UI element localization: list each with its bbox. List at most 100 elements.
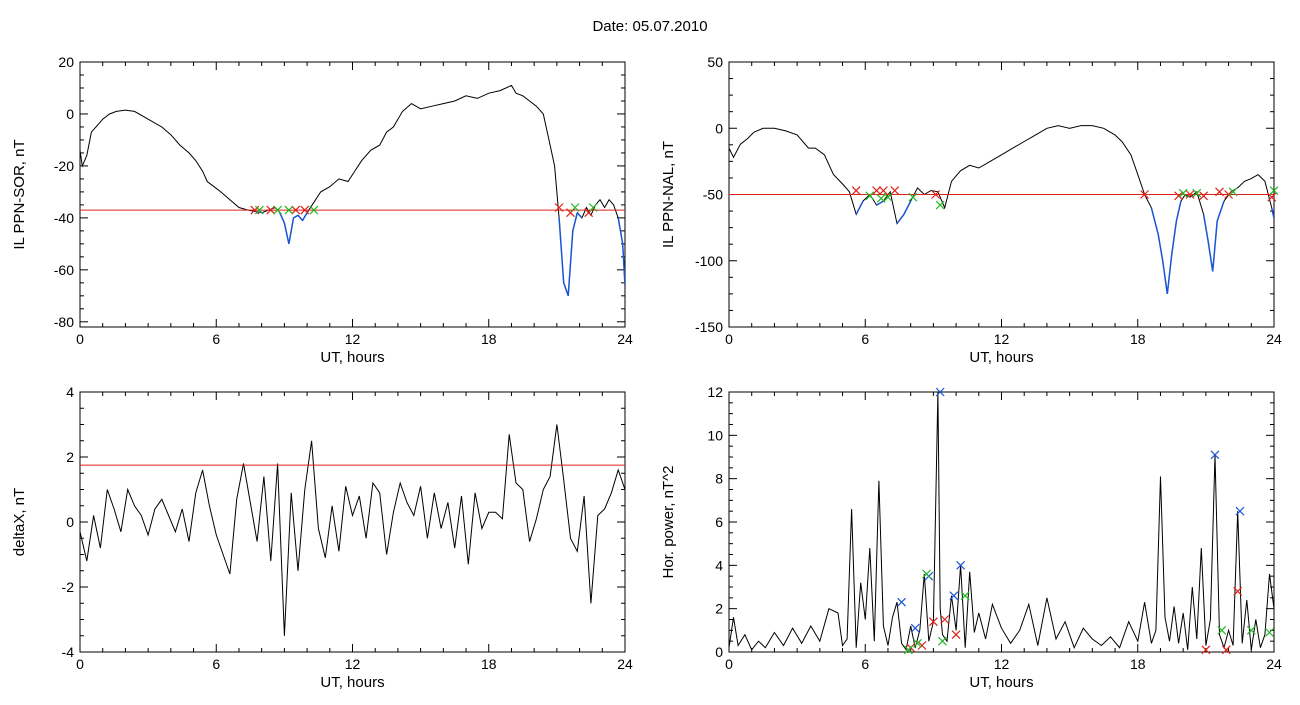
- x-tick-label: 24: [1266, 656, 1282, 672]
- x-tick-label: 6: [861, 656, 869, 672]
- x-axis-label: UT, hours: [969, 674, 1033, 691]
- x-tick-label: 24: [617, 331, 633, 347]
- y-tick-label: 0: [715, 644, 723, 660]
- marker-green: [908, 192, 918, 202]
- marker-red: [1174, 191, 1184, 201]
- marker-green: [865, 191, 875, 201]
- x-axis-label: UT, hours: [969, 349, 1033, 366]
- marker-green: [284, 205, 294, 215]
- marker-blue: [1235, 506, 1245, 516]
- marker-red: [878, 186, 888, 195]
- x-tick-label: 0: [725, 656, 733, 672]
- plot-frame: [79, 391, 626, 653]
- marker-blue: [910, 623, 920, 633]
- x-tick-label: 6: [212, 656, 220, 672]
- marker-blue: [897, 597, 907, 607]
- y-tick-label: 0: [715, 120, 723, 136]
- marker-green: [938, 636, 947, 646]
- x-tick-label: 6: [212, 331, 220, 347]
- marker-red: [851, 186, 861, 195]
- y-tick-label: -40: [54, 210, 74, 226]
- x-tick-label: 24: [1266, 331, 1282, 347]
- below-threshold-line: [254, 210, 625, 297]
- series-line: [729, 125, 1274, 294]
- marker-green: [1178, 188, 1188, 198]
- y-tick-label: -150: [695, 319, 723, 335]
- marker-green: [1246, 625, 1256, 635]
- marker-green: [1217, 625, 1227, 635]
- marker-red: [300, 205, 310, 215]
- y-tick-label: 12: [707, 384, 723, 400]
- marker-red: [1201, 645, 1211, 655]
- x-tick-label: 18: [1130, 656, 1146, 672]
- plot-frame: [79, 61, 626, 328]
- y-axis-label: IL PPN-SOR, nT: [11, 139, 28, 249]
- y-tick-label: -20: [54, 158, 74, 174]
- plot-frame: [728, 391, 1275, 653]
- marker-green: [1269, 186, 1279, 195]
- marker-green: [273, 205, 282, 215]
- y-tick-label: -80: [54, 314, 74, 330]
- marker-green: [254, 205, 264, 215]
- plot-area: [729, 392, 1274, 652]
- x-tick-label: 18: [1130, 331, 1146, 347]
- x-tick-label: 24: [617, 656, 633, 672]
- marker-green: [876, 194, 886, 203]
- plot-area: [80, 84, 625, 297]
- x-tick-label: 18: [481, 656, 497, 672]
- marker-blue: [1210, 450, 1220, 460]
- marker-red: [1221, 645, 1231, 655]
- marker-green: [883, 192, 893, 202]
- y-tick-label: 10: [707, 427, 723, 443]
- marker-red: [890, 186, 900, 195]
- marker-red: [917, 641, 927, 650]
- x-axis-label: UT, hours: [320, 349, 384, 366]
- chart-il-sor: 0 6 12 18 24 -80 -60 -40 -20 0 20 UT, hours IL PPN-S…: [11, 54, 633, 366]
- y-tick-label: 0: [66, 106, 74, 122]
- series-line: [80, 424, 625, 636]
- x-tick-label: 12: [345, 656, 361, 672]
- marker-red: [1233, 586, 1243, 596]
- x-axis-label: UT, hours: [320, 674, 384, 691]
- chart-il-nal: 0 6 12 18 24 -150 -100 -50 0 50 UT, hours IL PPN-NA…: [660, 54, 1282, 366]
- y-tick-label: 50: [707, 54, 723, 70]
- marker-red: [1140, 190, 1149, 199]
- y-tick-label: 0: [66, 514, 74, 530]
- y-tick-label: -50: [703, 187, 723, 203]
- marker-red: [931, 190, 941, 199]
- marker-green: [913, 638, 922, 648]
- below-threshold-line: [855, 200, 1274, 295]
- x-tick-label: 12: [994, 656, 1010, 672]
- marker-green: [935, 200, 945, 210]
- y-tick-label: 4: [66, 384, 74, 400]
- plot-area: [80, 424, 625, 636]
- y-tick-label: -60: [54, 262, 74, 278]
- marker-red: [291, 205, 301, 215]
- marker-red: [1185, 190, 1195, 199]
- marker-red: [1267, 192, 1277, 202]
- y-tick-label: -4: [62, 644, 75, 660]
- x-tick-label: 12: [345, 331, 361, 347]
- marker-green: [309, 205, 319, 215]
- marker-red: [1215, 187, 1224, 197]
- y-tick-label: -2: [62, 579, 75, 595]
- marker-red: [1199, 191, 1209, 201]
- marker-green: [570, 203, 580, 212]
- y-tick-label: 6: [715, 514, 723, 530]
- marker-red: [1224, 190, 1234, 199]
- x-tick-label: 12: [994, 331, 1010, 347]
- x-tick-label: 0: [725, 331, 733, 347]
- marker-red: [554, 203, 564, 212]
- series-line: [80, 84, 625, 296]
- y-tick-label: 2: [66, 449, 74, 465]
- marker-green: [903, 645, 913, 655]
- series-line: [729, 392, 1274, 652]
- x-tick-label: 0: [76, 331, 84, 347]
- y-tick-label: 2: [715, 601, 723, 617]
- y-tick-label: 20: [58, 54, 74, 70]
- y-tick-label: -100: [695, 253, 723, 269]
